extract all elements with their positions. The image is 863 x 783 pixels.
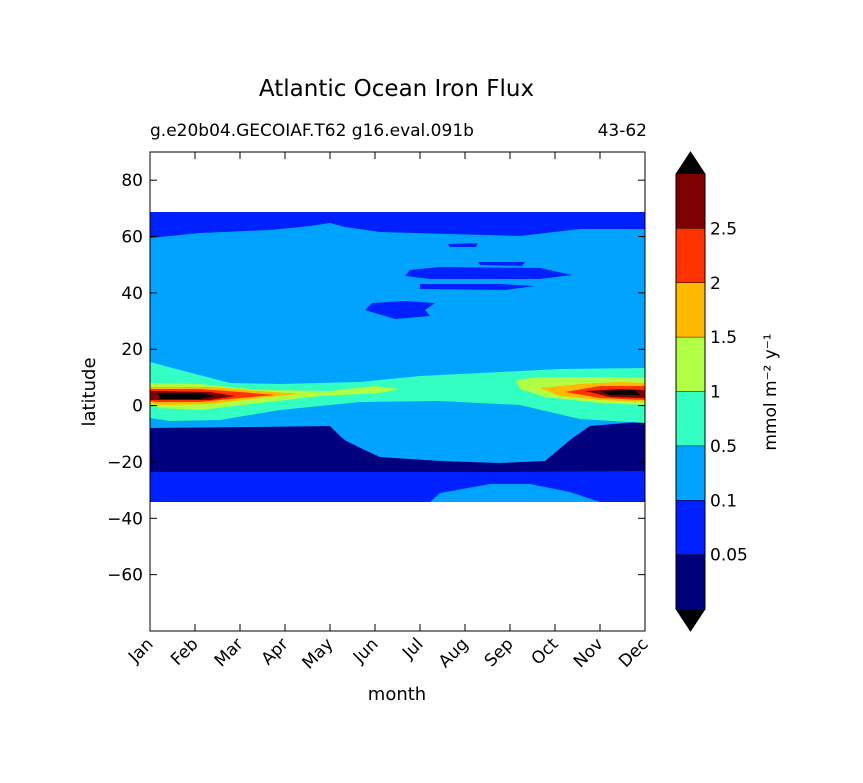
colorbar-segment [676, 174, 705, 229]
y-tick-label: 40 [121, 284, 143, 304]
colorbar: 0.05 0.1 0.5 1 1.5 2 2.5 [675, 151, 748, 632]
colorbar-tick-label: 1 [710, 383, 721, 403]
x-axis-label: month [368, 684, 426, 705]
y-axis: 80 60 40 20 0 −20 −40 −60 [107, 171, 645, 586]
region-max-core [600, 390, 640, 395]
colorbar-outline [675, 151, 706, 632]
y-tick-label: 60 [121, 228, 143, 248]
region-equatorial-band [150, 362, 645, 423]
y-tick-label: 0 [132, 397, 143, 417]
region-max-core [158, 393, 215, 399]
x-tick-label: Feb [167, 634, 202, 669]
y-tick-label: −20 [107, 453, 143, 473]
colorbar-segment [676, 391, 705, 446]
region-southern-low-band [150, 422, 645, 472]
colorbar-tick-label: 0.05 [710, 546, 748, 566]
colorbar-segment [676, 500, 705, 555]
colorbar-segment [676, 337, 705, 392]
colorbar-tick-label: 2 [710, 274, 721, 294]
colorbar-segment [676, 282, 705, 338]
x-tick-label: Jul [398, 634, 427, 663]
colorbar-segment [676, 445, 705, 501]
colorbar-tick-label: 0.1 [710, 491, 737, 511]
contour-field [150, 212, 645, 502]
colorbar-extend-high [676, 152, 705, 174]
colorbar-tick-label: 1.5 [710, 328, 737, 348]
y-tick-label: −60 [107, 566, 143, 586]
colorbar-label: mmol m⁻² y⁻¹ [761, 333, 781, 450]
region-patch [420, 284, 535, 290]
chart-title: Atlantic Ocean Iron Flux [258, 76, 535, 102]
plot-frame [149, 151, 646, 632]
x-tick-label: Oct [528, 634, 563, 669]
x-tick-label: Jun [349, 634, 383, 668]
y-tick-label: 80 [121, 171, 143, 191]
y-axis-label: latitude [79, 357, 100, 426]
x-tick-label: May [299, 634, 338, 673]
region-patch [405, 267, 572, 279]
chart-subtitle-run: g.e20b04.GECOIAF.T62 g16.eval.091b [150, 121, 474, 141]
region-patch [478, 262, 525, 266]
colorbar-tick-label: 2.5 [710, 219, 737, 239]
region-patch [365, 301, 435, 319]
colorbar-segment [676, 554, 705, 609]
region-southern-lobe [430, 484, 600, 502]
colorbar-segment [676, 228, 705, 283]
chart-subtitle-years: 43-62 [597, 121, 647, 141]
x-tick-label: Sep [481, 634, 518, 671]
x-tick-label: Jan [124, 634, 157, 667]
x-tick-label: Apr [258, 634, 293, 669]
region-patch [448, 243, 478, 247]
y-tick-label: −40 [107, 509, 143, 529]
x-tick-label: Aug [435, 634, 473, 672]
colorbar-tick-label: 0.5 [710, 437, 737, 457]
y-tick-label: 20 [121, 340, 143, 360]
x-tick-label: Mar [211, 634, 248, 671]
colorbar-extend-low [676, 609, 705, 631]
x-tick-label: Nov [570, 634, 608, 672]
x-tick-label: Dec [615, 634, 652, 671]
